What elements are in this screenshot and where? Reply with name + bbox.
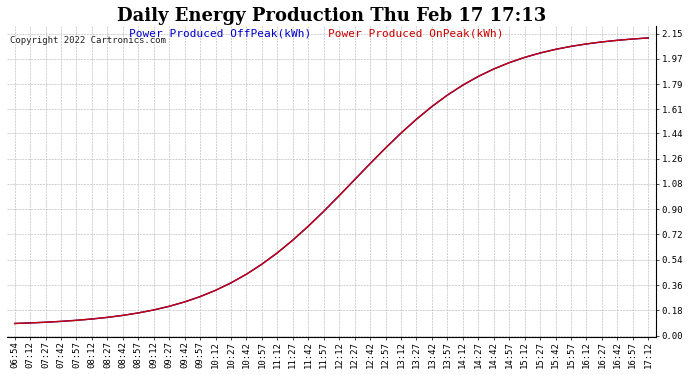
Title: Daily Energy Production Thu Feb 17 17:13: Daily Energy Production Thu Feb 17 17:13 [117, 7, 546, 25]
Legend: Power Produced OffPeak(kWh), Power Produced OnPeak(kWh): Power Produced OffPeak(kWh), Power Produ… [129, 29, 504, 39]
Text: Copyright 2022 Cartronics.com: Copyright 2022 Cartronics.com [10, 36, 166, 45]
